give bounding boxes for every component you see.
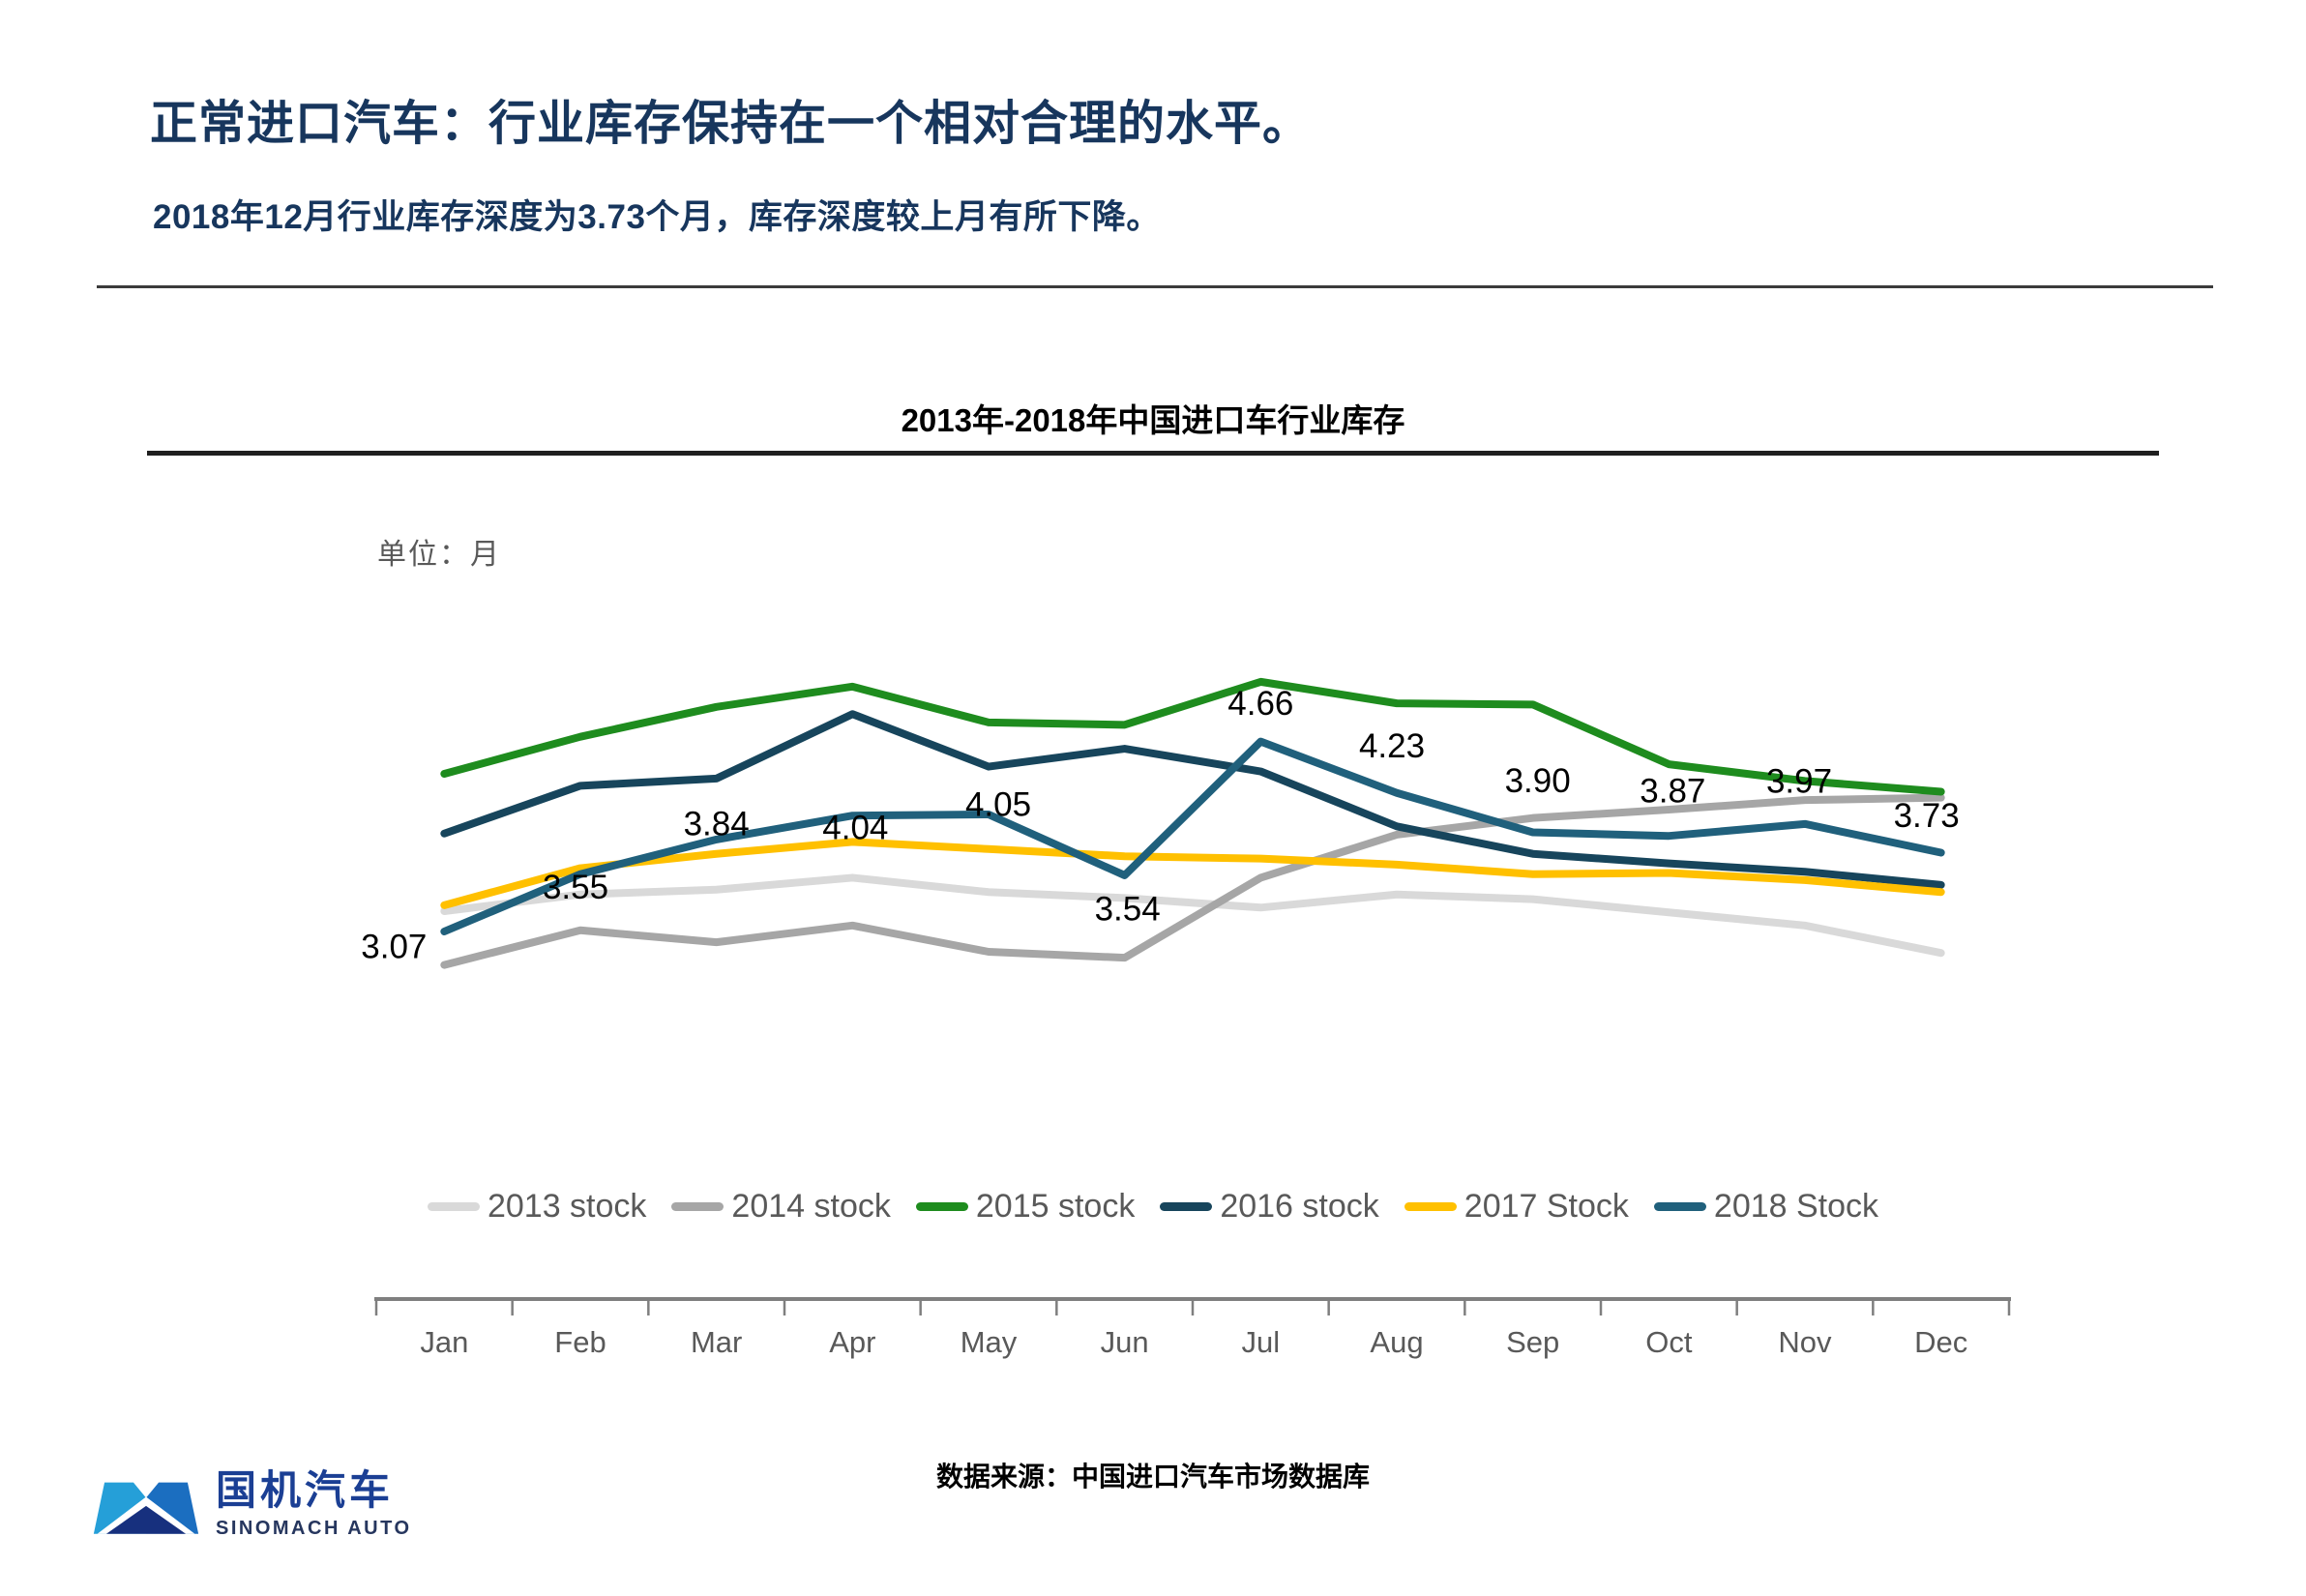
x-axis-label-mar: Mar	[691, 1325, 742, 1359]
data-label: 4.23	[1359, 727, 1425, 765]
data-label: 3.90	[1505, 762, 1571, 800]
data-label: 3.73	[1894, 797, 1960, 835]
legend-label: 2014 stock	[731, 1188, 891, 1225]
x-axis-label-oct: Oct	[1645, 1325, 1693, 1359]
data-label: 3.07	[361, 929, 427, 966]
data-label: 4.04	[822, 810, 888, 847]
series-line-2013-stock	[440, 873, 1945, 958]
legend-item-2017-stock: 2017 Stock	[1404, 1188, 1629, 1226]
legend-item-2013-stock: 2013 stock	[427, 1188, 647, 1226]
x-axis-label-jul: Jul	[1242, 1325, 1281, 1359]
x-axis-label-jun: Jun	[1101, 1325, 1149, 1359]
legend-label: 2018 Stock	[1713, 1188, 1879, 1225]
legend-dash-icon	[1653, 1202, 1706, 1211]
data-label: 3.84	[684, 805, 750, 842]
series-line-2015-stock	[440, 677, 1945, 796]
page-title: 正常进口汽车：行业库存保持在一个相对合理的水平。	[150, 98, 1312, 150]
x-axis-label-nov: Nov	[1778, 1325, 1832, 1359]
data-label: 3.87	[1640, 773, 1705, 811]
data-source-note: 数据来源：中国进口汽车市场数据库	[935, 1462, 1370, 1492]
x-axis-label-aug: Aug	[1370, 1325, 1423, 1359]
series-line-2016-stock	[440, 710, 1945, 889]
chart-title-underline	[147, 451, 2159, 456]
x-axis-label-dec: Dec	[1914, 1325, 1967, 1359]
legend-label: 2016 stock	[1220, 1188, 1379, 1225]
sinomach-logo: 国机汽车 SINOMACH AUTO	[92, 1463, 412, 1545]
legend-item-2016-stock: 2016 stock	[1160, 1188, 1379, 1226]
legend-item-2018-stock: 2018 Stock	[1653, 1188, 1879, 1226]
legend-dash-icon	[1160, 1202, 1213, 1211]
legend-dash-icon	[427, 1202, 480, 1211]
logo-cn-name: 国机汽车	[216, 1467, 395, 1513]
legend-label: 2015 stock	[975, 1188, 1136, 1225]
data-label: 4.66	[1227, 685, 1293, 723]
x-axis-label-may: May	[961, 1325, 1018, 1359]
x-axis-label-feb: Feb	[554, 1325, 606, 1359]
logo-text: 国机汽车 SINOMACH AUTO	[216, 1467, 412, 1539]
series-line-2014-stock	[440, 793, 1945, 969]
x-axis-label-sep: Sep	[1506, 1325, 1559, 1359]
unit-label: 单位：月	[377, 538, 501, 572]
header-divider	[97, 285, 2213, 288]
legend-label: 2017 Stock	[1463, 1188, 1629, 1225]
x-axis-label-jan: Jan	[420, 1325, 468, 1359]
series-line-2018-stock	[440, 737, 1945, 935]
data-label: 3.54	[1095, 890, 1161, 928]
legend-item-2014-stock: 2014 stock	[671, 1188, 891, 1226]
legend-item-2015-stock: 2015 stock	[915, 1188, 1136, 1226]
legend-label: 2013 stock	[487, 1188, 647, 1225]
data-label: 3.97	[1766, 762, 1832, 800]
legend-dash-icon	[915, 1202, 968, 1211]
chart-legend: 2013 stock 2014 stock 2015 stock 2016 stock…	[0, 1188, 2306, 1226]
chart-title: 2013年-2018年中国进口车行业库存	[901, 402, 1405, 438]
data-label: 4.05	[965, 785, 1031, 823]
data-label: 3.55	[543, 869, 608, 906]
logo-en-name: SINOMACH AUTO	[216, 1518, 412, 1539]
sinomach-mountain-icon	[93, 1482, 199, 1534]
series-line-2017-stock	[440, 838, 1945, 909]
legend-dash-icon	[671, 1202, 724, 1211]
legend-dash-icon	[1404, 1202, 1457, 1211]
page-subtitle: 2018年12月行业库存深度为3.73个月，库存深度较上月有所下降。	[153, 198, 1161, 236]
x-axis-label-apr: Apr	[829, 1325, 875, 1359]
